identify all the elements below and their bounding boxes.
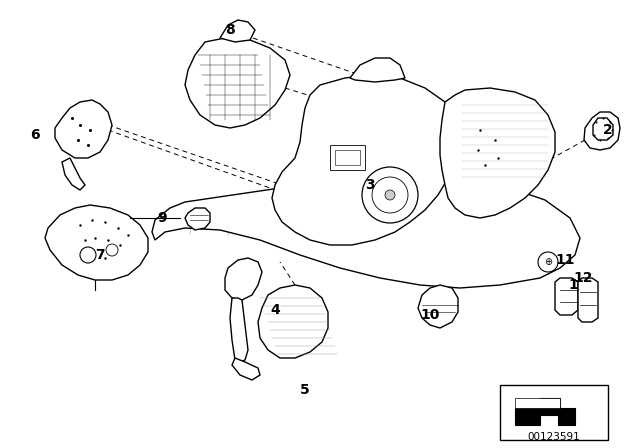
Polygon shape	[152, 178, 580, 288]
Circle shape	[106, 244, 118, 256]
Polygon shape	[220, 20, 255, 42]
Polygon shape	[55, 100, 112, 158]
Text: 5: 5	[300, 383, 310, 397]
Polygon shape	[584, 112, 620, 150]
Text: 12: 12	[573, 271, 593, 285]
Polygon shape	[225, 258, 262, 300]
Polygon shape	[515, 398, 575, 425]
Bar	[500, 385, 608, 440]
Text: 9: 9	[157, 211, 167, 225]
Text: 10: 10	[420, 308, 440, 322]
Circle shape	[538, 252, 558, 272]
Polygon shape	[62, 158, 85, 190]
Text: 11: 11	[556, 253, 575, 267]
Text: 1: 1	[568, 278, 578, 292]
Text: ⊕: ⊕	[544, 257, 552, 267]
Text: 2: 2	[603, 123, 613, 137]
Polygon shape	[45, 205, 148, 280]
Circle shape	[385, 190, 395, 200]
Text: 6: 6	[30, 128, 40, 142]
Text: 3: 3	[365, 178, 375, 192]
Polygon shape	[272, 75, 460, 245]
Circle shape	[362, 167, 418, 223]
Polygon shape	[350, 58, 405, 82]
Text: 4: 4	[270, 303, 280, 317]
Polygon shape	[185, 208, 210, 230]
Circle shape	[372, 177, 408, 213]
Circle shape	[80, 247, 96, 263]
Polygon shape	[232, 358, 260, 380]
Polygon shape	[418, 285, 458, 328]
Polygon shape	[593, 118, 613, 140]
Polygon shape	[258, 285, 328, 358]
Text: 8: 8	[225, 23, 235, 37]
Polygon shape	[578, 278, 598, 322]
Polygon shape	[555, 278, 578, 315]
Polygon shape	[185, 38, 290, 128]
Polygon shape	[230, 298, 248, 362]
Polygon shape	[440, 88, 555, 218]
Text: 7: 7	[95, 248, 105, 262]
Bar	[335, 150, 360, 165]
Polygon shape	[515, 398, 560, 408]
Bar	[330, 145, 365, 170]
Text: 00123591: 00123591	[527, 432, 580, 442]
